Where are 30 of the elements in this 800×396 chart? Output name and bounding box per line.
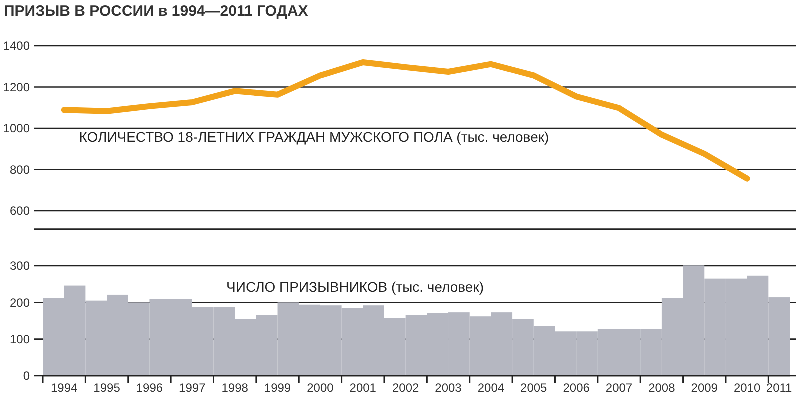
x-tick-label: 2001 [350,381,377,395]
x-tick-label: 2010 [734,381,761,395]
x-tick-label: 1995 [94,381,121,395]
y2-tick-label: 600 [10,204,30,218]
x-tick-label: 1998 [222,381,249,395]
y2-tick-label: 1000 [3,122,30,136]
x-tick-label: 1994 [50,381,78,395]
y-tick-label: 100 [10,332,30,347]
series-label: ЧИСЛО ПРИЗЫВНИКОВ (тыс. человек) [226,279,484,295]
y2-tick-label: 800 [10,162,30,177]
x-tick-label: 2006 [563,381,590,395]
y2-tick-label: 1200 [3,80,30,94]
y-tick-label: 300 [10,259,30,274]
x-tick-label: 2000 [307,381,334,395]
y-tick-label: 0 [23,369,30,384]
x-tick-label: 2004 [478,381,505,395]
chart-title: ПРИЗЫВ В РОССИИ в 1994—2011 ГОДАХ [4,3,308,20]
x-tick-label: 1997 [179,381,206,395]
x-tick-label: 2009 [691,381,718,395]
x-tick-label: 2007 [606,381,633,395]
x-tick-label: 2011 [766,381,793,395]
y-tick-label: 200 [10,296,30,310]
x-tick-label: 2002 [392,381,420,395]
x-tick-label: 2003 [435,381,462,395]
y2-tick-label: 1400 [3,39,30,54]
x-tick-label: 2005 [520,381,548,395]
series-label: КОЛИЧЕСТВО 18-ЛЕТНИХ ГРАЖДАН МУЖСКОГО ПОЛА (тыс. человек) [79,129,550,145]
x-tick-label: 1996 [136,381,164,395]
x-tick-label: 2008 [648,381,676,395]
x-tick-label: 1999 [264,381,292,395]
